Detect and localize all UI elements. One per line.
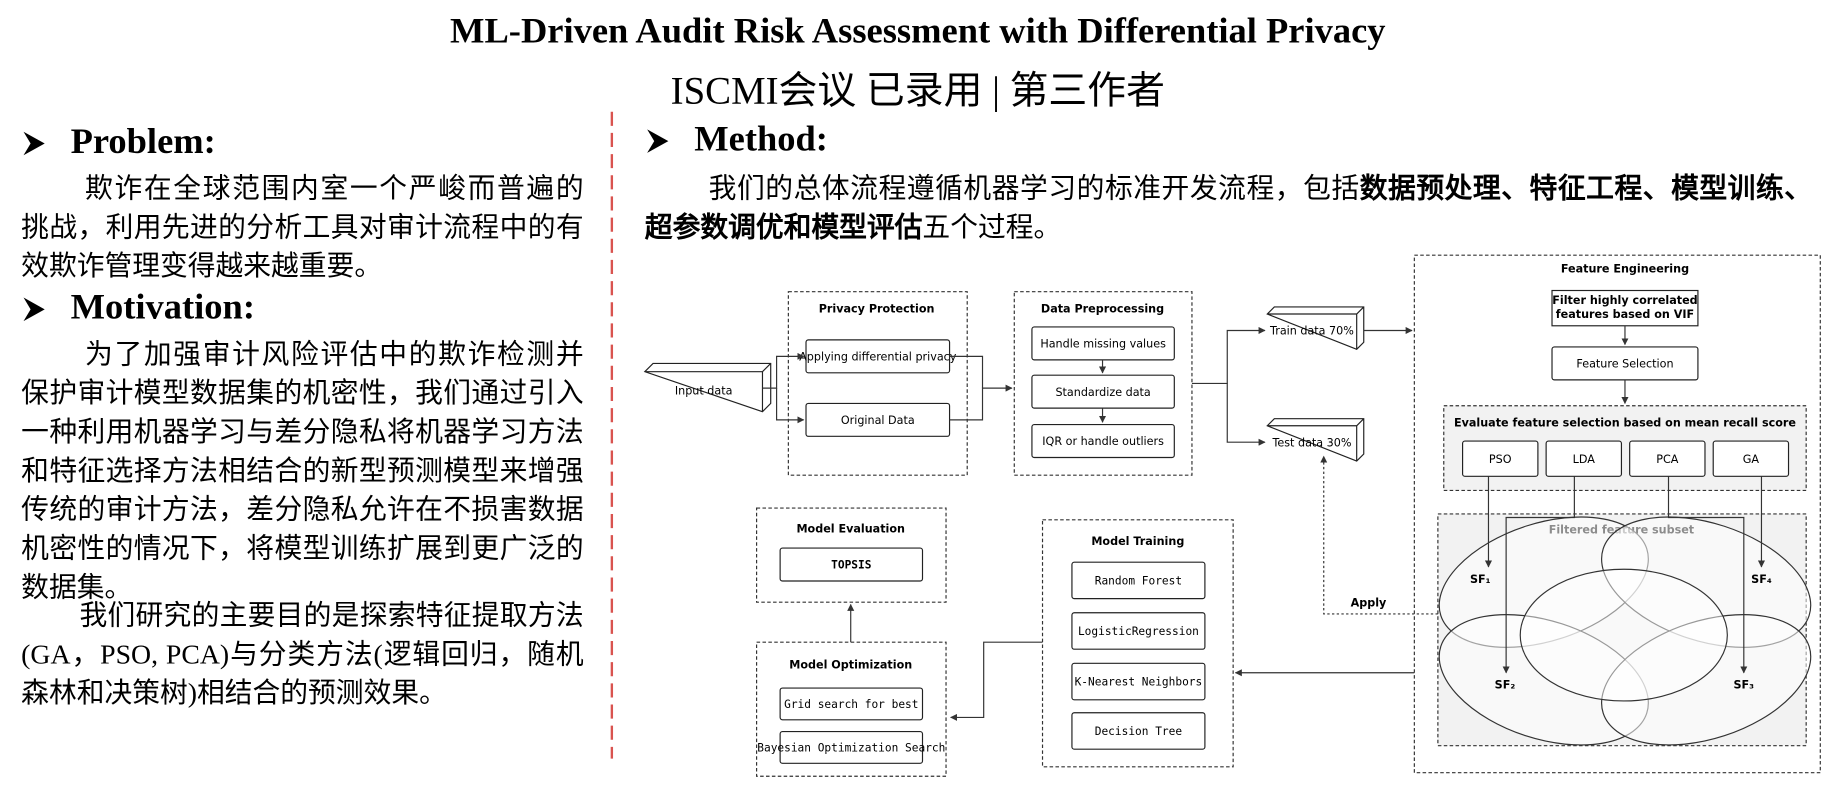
box-label: PCA	[1656, 453, 1679, 466]
section-heading: Motivation:	[70, 285, 255, 327]
box-label: Applying differential privacy	[799, 351, 957, 364]
box-label: Grid search for best	[784, 698, 918, 711]
label: SF₃	[1734, 679, 1755, 692]
label: Filter highly correlated	[1552, 294, 1697, 307]
motivation-text: 为了加强审计风险评估中的欺诈检测并保护审计模型数据集的机密性，我们通过引入一种利…	[21, 339, 584, 604]
box-label: IQR or handle outliers	[1042, 435, 1164, 448]
process-box	[1071, 612, 1206, 650]
connector	[776, 388, 805, 424]
venn-set	[1519, 568, 1728, 702]
bullet-arrow	[23, 297, 45, 322]
connector	[762, 352, 805, 389]
box-label: Bayesian Optimization Search	[757, 742, 945, 755]
text: 五个过程。	[922, 212, 1062, 244]
process-box	[779, 687, 924, 721]
label: features based on VIF	[1556, 308, 1694, 321]
process-box	[1551, 289, 1699, 327]
poster-title: ML-Driven Audit Risk Assessment with Dif…	[450, 9, 1386, 51]
box-label: TOPSIS	[831, 559, 872, 572]
section-heading: Method:	[694, 117, 828, 159]
subtitle: ISCMI会议 已录用 | 第三作者	[670, 70, 1165, 113]
process-box	[1071, 561, 1206, 600]
connector	[1502, 476, 1575, 674]
box-label: Input data	[675, 385, 733, 398]
box-label: GA	[1743, 453, 1760, 466]
data-block	[1266, 306, 1365, 350]
box-label: Handle missing values	[1040, 338, 1166, 351]
connector	[1191, 326, 1266, 385]
data-block	[1266, 418, 1365, 462]
box-label: Test data 30%	[1271, 436, 1351, 449]
process-box	[1461, 440, 1539, 477]
connector	[1667, 476, 1748, 674]
label: Model Optimization	[789, 659, 912, 672]
label: Model Evaluation	[796, 522, 905, 535]
data-block	[643, 362, 772, 413]
process-box	[1545, 440, 1623, 477]
group-frame	[787, 291, 968, 476]
box-label: Standardize data	[1055, 386, 1150, 399]
text: 我们的总体流程遵循机器学习的标准开发流程，包括	[708, 174, 1360, 205]
process-box	[1629, 440, 1706, 477]
box-label: LDA	[1573, 453, 1596, 466]
motivation-text: 我们研究的主要目的是探索特征提取方法(GA，PSO, PCA)与分类方法(逻辑回…	[21, 600, 584, 710]
process-box	[1031, 423, 1175, 459]
process-box	[779, 547, 924, 582]
label: Apply	[1351, 596, 1387, 609]
process-box	[1071, 662, 1206, 701]
box-label: PSO	[1489, 453, 1512, 466]
box-label: LogisticRegression	[1078, 625, 1199, 638]
box-label: Train data 70%	[1269, 325, 1354, 338]
label: Model Training	[1091, 535, 1184, 548]
label: Evaluate feature selection based on mean…	[1454, 416, 1796, 429]
section-heading: Problem:	[70, 119, 216, 162]
method-text: 我们的总体流程遵循机器学习的标准开发流程，包括数据预处理、特征工程、模型训练、超…	[645, 171, 1812, 249]
box-label: Feature Selection	[1576, 358, 1673, 371]
connector	[950, 641, 1043, 721]
process-box	[1071, 712, 1206, 750]
label: SF₄	[1751, 573, 1772, 586]
label: SF₁	[1470, 573, 1491, 586]
label: Data Preprocessing	[1041, 302, 1164, 315]
process-box	[1712, 440, 1790, 477]
connector	[949, 384, 1013, 421]
box-label: Random Forest	[1095, 575, 1182, 588]
label: Privacy Protection	[819, 302, 935, 315]
bullet-arrow	[23, 131, 45, 156]
box-label: K-Nearest Neighbors	[1075, 676, 1203, 689]
box-label: Decision Tree	[1095, 725, 1183, 738]
label: Feature Engineering	[1561, 262, 1689, 275]
process-box	[779, 730, 924, 764]
connector	[1226, 383, 1266, 446]
box-label: Original Data	[841, 414, 915, 427]
problem-text: 欺诈在全球范围内室一个严峻而普遍的挑战，利用先进的分析工具对审计流程中的有效欺诈…	[21, 174, 584, 283]
bullet-arrow	[647, 129, 669, 153]
connector	[949, 355, 984, 389]
label: SF₂	[1495, 679, 1516, 692]
emphasis: 数据预处理、特征工程、模型训练、超参数调优和模型评估	[644, 174, 1813, 244]
connector	[1320, 455, 1438, 615]
